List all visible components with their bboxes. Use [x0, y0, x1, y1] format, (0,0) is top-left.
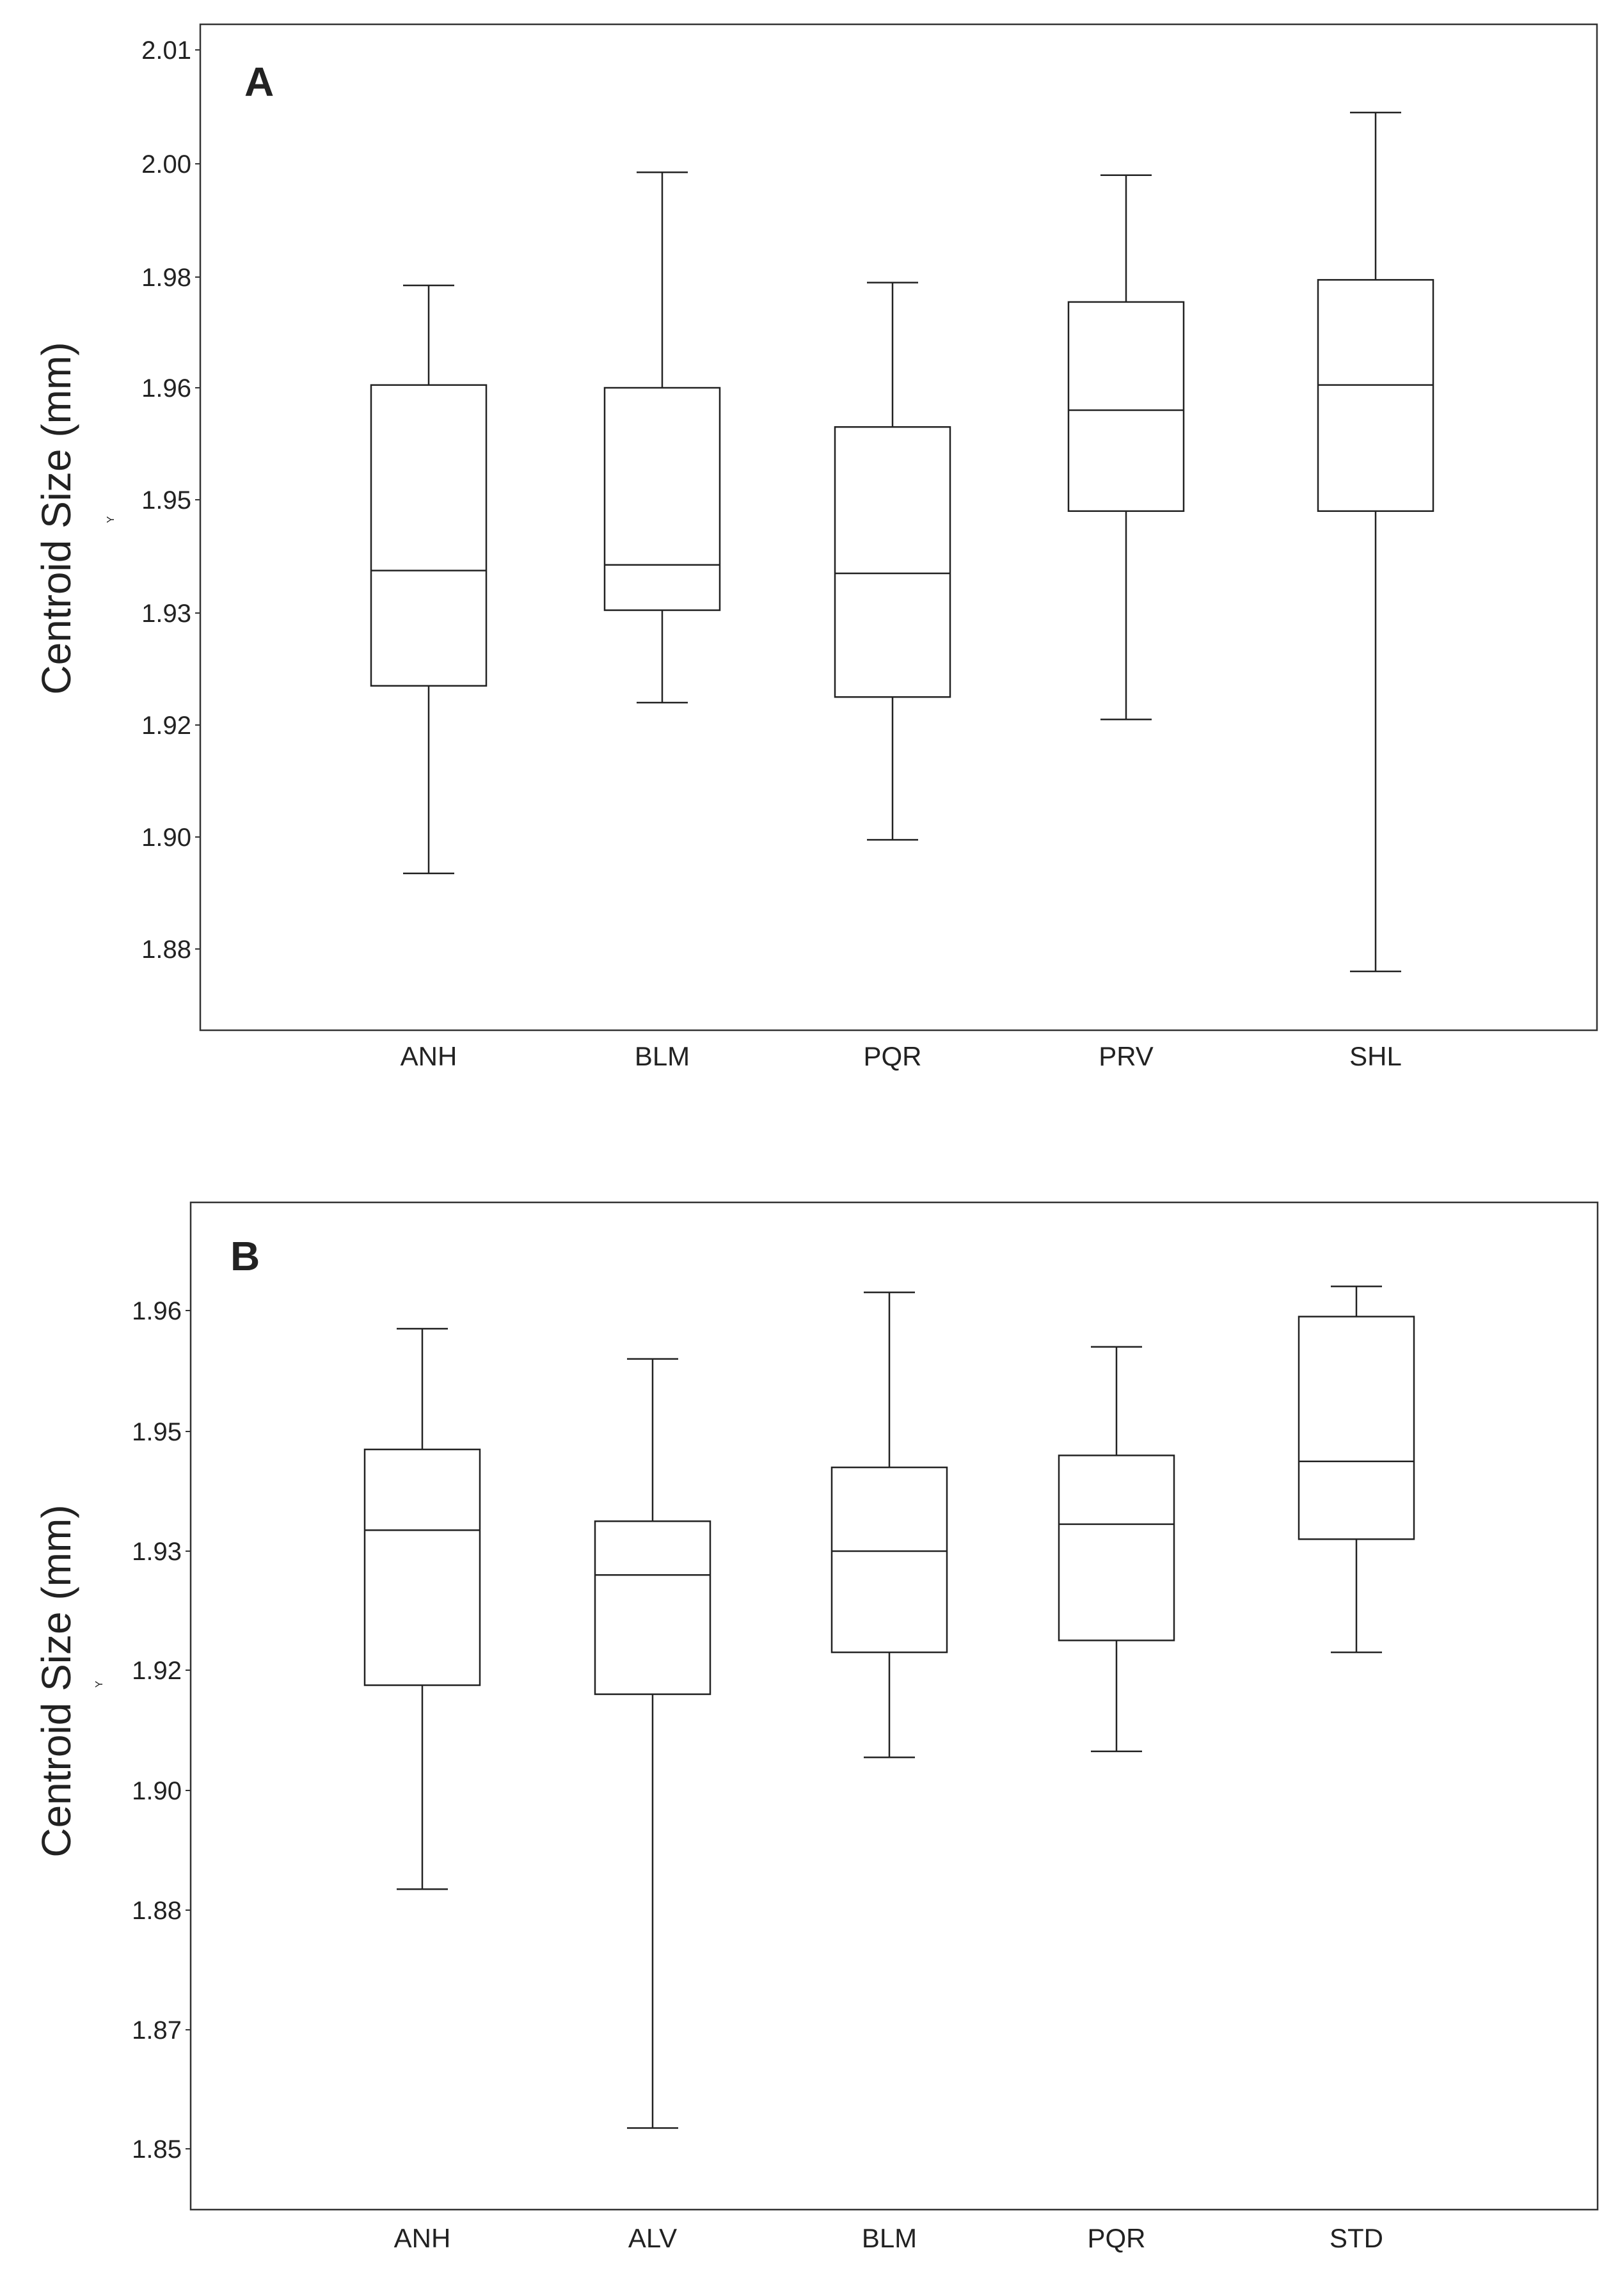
box-alv	[594, 1358, 711, 2129]
y-tick-label: 2.00	[141, 150, 191, 179]
interquartile-box	[1067, 301, 1185, 512]
x-category-label: BLM	[635, 1041, 690, 1071]
box-pqr	[1058, 1346, 1175, 1753]
y-tick-label: 1.92	[132, 1657, 182, 1685]
box-prv	[1067, 174, 1185, 721]
y-tick-label: 2.01	[141, 36, 191, 65]
x-category-label: BLM	[862, 2223, 917, 2253]
x-category-label: SHL	[1349, 1041, 1402, 1071]
y-tick-label: 1.90	[141, 824, 191, 852]
interquartile-box	[1058, 1455, 1175, 1641]
box-blm	[603, 171, 721, 704]
box-anh	[370, 284, 488, 875]
box-anh	[363, 1328, 481, 1890]
y-tick-label: 1.87	[132, 2016, 182, 2045]
box-pqr	[834, 282, 951, 841]
panel-label: B	[230, 1233, 260, 1279]
y-axis-title: Centroid Size (mm)	[33, 1504, 79, 1857]
panel-a: A Centroid Size (mm) Y 2.01 2.00 1.98 1.96 1.95…	[33, 23, 1598, 1071]
interquartile-box	[834, 426, 951, 698]
interquartile-box	[603, 387, 721, 611]
y-tick-label: 1.95	[132, 1418, 182, 1446]
y-tick-label: 1.92	[141, 712, 191, 740]
y-axis-title: Centroid Size (mm)	[33, 342, 79, 694]
interquartile-box	[370, 384, 488, 687]
plot-frame	[189, 1201, 1599, 2211]
y-tick-label: 1.95	[141, 486, 191, 514]
y-tick-label: 1.93	[132, 1538, 182, 1566]
interquartile-box	[1298, 1316, 1415, 1540]
panel-label: A	[244, 59, 274, 105]
x-category-label: STD	[1330, 2223, 1383, 2253]
interquartile-box	[830, 1466, 948, 1654]
y-tick-label: 1.88	[132, 1897, 182, 1925]
y-axis-small-label: Y	[94, 1680, 105, 1687]
interquartile-box	[1317, 279, 1434, 512]
y-tick-label: 1.88	[141, 936, 191, 964]
y-tick-label: 1.93	[141, 600, 191, 628]
box-std	[1298, 1285, 1415, 1654]
x-category-label: ANH	[401, 1041, 457, 1071]
y-tick-label: 1.98	[141, 264, 191, 292]
interquartile-box	[594, 1520, 711, 1695]
box-shl	[1317, 111, 1434, 973]
x-category-label: PRV	[1099, 1041, 1154, 1071]
y-tick-label: 1.96	[141, 374, 191, 403]
x-category-label: ANH	[394, 2223, 451, 2253]
panel-b: B Centroid Size (mm) Y 1.96 1.95 1.93 1.92 1.90…	[33, 1201, 1599, 2253]
x-category-label: ALV	[628, 2223, 677, 2253]
x-category-label: PQR	[863, 1041, 921, 1071]
interquartile-box	[363, 1448, 481, 1686]
y-tick-label: 1.96	[132, 1297, 182, 1325]
y-tick-label: 1.90	[132, 1777, 182, 1805]
y-tick-label: 1.85	[132, 2135, 182, 2164]
plot-frame	[199, 23, 1598, 1032]
y-axis-small-label: Y	[106, 516, 116, 523]
box-blm	[830, 1291, 948, 1758]
x-category-label: PQR	[1087, 2223, 1145, 2253]
